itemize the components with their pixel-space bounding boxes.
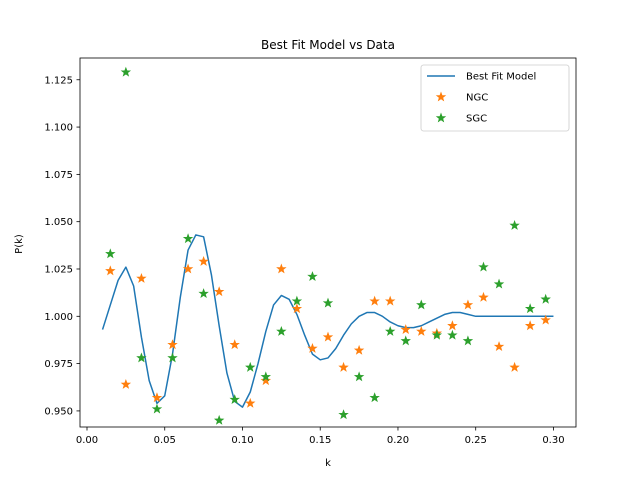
data-point-ngc-13 <box>307 342 318 353</box>
data-point-sgc-13 <box>307 271 318 281</box>
data-point-sgc-24 <box>478 261 489 272</box>
data-point-sgc-26 <box>509 219 520 230</box>
data-point-ngc-28 <box>540 314 551 325</box>
data-point-sgc-25 <box>493 278 505 289</box>
data-point-sgc-10 <box>260 371 272 382</box>
data-point-sgc-5 <box>182 233 194 244</box>
y-tick-label-4: 1.050 <box>44 217 73 228</box>
data-point-sgc-8 <box>229 394 240 404</box>
legend-label-1: NGC <box>466 93 488 104</box>
data-point-ngc-17 <box>369 295 380 306</box>
x-tick-label-5: 0.25 <box>465 435 487 446</box>
x-tick-label-2: 0.10 <box>231 435 253 446</box>
data-point-sgc-22 <box>447 329 458 340</box>
data-point-ngc-14 <box>322 331 334 342</box>
legend-label-0: Best Fit Model <box>466 72 536 83</box>
x-tick-label-0: 0.00 <box>76 435 98 446</box>
data-point-ngc-2 <box>136 272 147 283</box>
data-point-ngc-18 <box>384 295 396 306</box>
data-point-sgc-11 <box>276 325 287 336</box>
x-axis-label: k <box>325 458 331 469</box>
data-point-sgc-23 <box>462 335 474 346</box>
data-point-ngc-1 <box>120 378 132 389</box>
data-point-ngc-27 <box>524 320 536 331</box>
data-point-sgc-6 <box>198 288 209 299</box>
data-point-ngc-16 <box>353 344 365 355</box>
data-point-sgc-4 <box>167 352 178 363</box>
y-tick-label-6: 1.100 <box>44 123 73 134</box>
data-point-sgc-27 <box>524 303 536 314</box>
data-point-sgc-1 <box>120 66 132 77</box>
data-point-ngc-4 <box>167 339 178 350</box>
data-point-ngc-26 <box>509 361 520 372</box>
data-point-ngc-3 <box>151 392 163 403</box>
data-point-ngc-23 <box>462 299 474 310</box>
x-tick-label-1: 0.05 <box>154 435 176 446</box>
data-point-sgc-19 <box>400 335 411 346</box>
legend-marker-2 <box>435 112 447 123</box>
data-point-ngc-22 <box>447 320 458 331</box>
data-point-ngc-25 <box>493 341 505 352</box>
y-tick-label-3: 1.025 <box>44 264 73 275</box>
axes-frame <box>79 57 577 428</box>
legend: Best Fit Model NGC SGC <box>420 64 570 132</box>
x-tick-label-6: 0.30 <box>542 435 564 446</box>
x-tick-label-3: 0.15 <box>309 435 331 446</box>
series-line-0 <box>101 234 554 408</box>
legend-label-2: SGC <box>466 114 487 125</box>
legend-box <box>420 64 570 132</box>
data-point-sgc-28 <box>540 293 551 304</box>
data-point-sgc-0 <box>105 248 116 259</box>
y-tick-label-1: 0.975 <box>44 359 73 370</box>
y-tick-label-0: 0.950 <box>44 406 73 417</box>
x-tick-label-4: 0.20 <box>387 435 409 446</box>
data-point-sgc-17 <box>369 392 380 403</box>
data-point-ngc-12 <box>291 303 303 314</box>
data-point-sgc-9 <box>245 361 256 372</box>
data-point-ngc-0 <box>105 265 116 276</box>
data-point-sgc-14 <box>322 297 334 308</box>
data-point-ngc-7 <box>213 286 225 297</box>
data-point-ngc-20 <box>416 325 427 336</box>
data-point-ngc-5 <box>182 263 194 274</box>
data-point-sgc-7 <box>213 414 225 425</box>
data-point-ngc-8 <box>229 339 240 350</box>
data-point-sgc-12 <box>291 295 303 306</box>
data-point-ngc-9 <box>245 397 256 408</box>
chart-title: Best Fit Model vs Data <box>261 38 395 52</box>
data-point-ngc-10 <box>260 375 272 386</box>
data-point-ngc-19 <box>400 324 411 334</box>
y-tick-label-5: 1.075 <box>44 170 73 181</box>
data-point-sgc-2 <box>136 352 147 363</box>
y-tick-label-2: 1.000 <box>44 312 73 323</box>
data-point-sgc-3 <box>151 403 163 414</box>
data-point-sgc-21 <box>431 329 443 340</box>
data-point-ngc-6 <box>198 255 209 266</box>
data-point-sgc-18 <box>384 325 396 336</box>
data-point-sgc-20 <box>416 299 427 310</box>
data-point-ngc-11 <box>276 263 287 274</box>
data-point-sgc-15 <box>338 409 349 420</box>
data-point-sgc-16 <box>353 371 365 382</box>
data-point-ngc-24 <box>478 291 489 302</box>
legend-marker-1 <box>435 91 447 102</box>
y-tick-label-7: 1.125 <box>44 75 73 86</box>
y-axis-label: P(k) <box>14 234 25 254</box>
plot-area: 0.00 0.05 0.10 0.15 0.20 0.25 0.30 0.950 0.975 1.… <box>44 57 577 446</box>
data-point-ngc-15 <box>338 361 349 372</box>
